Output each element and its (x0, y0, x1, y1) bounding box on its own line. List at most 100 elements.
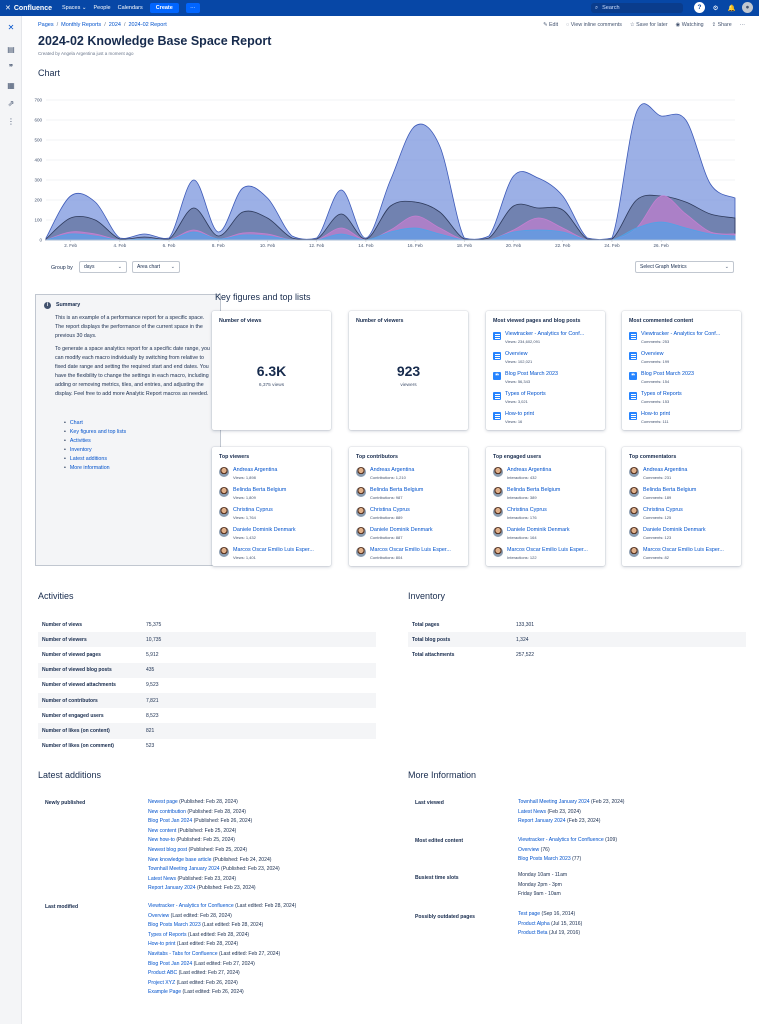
content-link[interactable]: Latest News (518, 808, 547, 815)
chart-type-select[interactable]: Area chart ⌄ (132, 261, 180, 273)
list-item-title[interactable]: How-to print (505, 411, 535, 417)
list-item-title[interactable]: Viewtracker - Analytics for Conf... (505, 331, 585, 337)
confluence-space-icon[interactable]: ✕ (7, 22, 15, 32)
list-item[interactable]: Types of Reports Views: 3,021 (493, 391, 598, 407)
list-item[interactable]: Belinda Berta Belgium Views: 1,809 (219, 487, 324, 503)
nav-people[interactable]: People (93, 5, 111, 11)
content-link[interactable]: Product ABC (148, 970, 178, 977)
nav-spaces[interactable]: Spaces ⌄ (62, 5, 87, 11)
list-item[interactable]: Christina Cyprus Comments: 125 (629, 507, 734, 523)
content-link[interactable]: Townhall Meeting January 2024 (148, 866, 220, 873)
more-button[interactable]: ··· (185, 3, 200, 13)
list-item-title[interactable]: Andreas Argentina (233, 467, 278, 473)
avatar[interactable]: ● (742, 2, 753, 13)
help-icon[interactable]: ? (694, 2, 705, 13)
list-item[interactable]: Andreas Argentina Interactions: 432 (493, 467, 598, 483)
list-item[interactable]: Marcos Oscar Emilio Luis Esper... Contrib… (356, 547, 461, 563)
list-item-title[interactable]: How-to print (641, 411, 671, 417)
toc-link-activities[interactable]: Activities (69, 438, 91, 444)
list-item[interactable]: Daniele Dominik Denmark Views: 1,432 (219, 527, 324, 543)
list-item-title[interactable]: Marcos Oscar Emilio Luis Esper... (643, 547, 724, 553)
list-item-title[interactable]: Marcos Oscar Emilio Luis Esper... (507, 547, 588, 553)
search-input[interactable]: ⌕ Search (591, 3, 683, 13)
blog-icon[interactable]: ❞ (8, 62, 14, 72)
content-link[interactable]: New content (148, 827, 177, 834)
list-item-title[interactable]: Daniele Dominik Denmark (507, 527, 570, 533)
list-item-title[interactable]: Belinda Berta Belgium (370, 487, 424, 493)
content-link[interactable]: Product Alpha (518, 920, 550, 927)
confluence-logo[interactable]: ✕ Confluence (5, 4, 52, 13)
toc-link-chart[interactable]: Chart (69, 420, 83, 426)
list-item-title[interactable]: Christina Cyprus (643, 507, 683, 513)
content-link[interactable]: Project XYZ (148, 979, 176, 986)
list-item[interactable]: Overview Views: 102,021 (493, 351, 598, 367)
list-item[interactable]: Christina Cyprus Views: 1,764 (219, 507, 324, 523)
external-link-icon[interactable]: ⇗ (7, 98, 15, 108)
notification-icon[interactable]: 🔔 (727, 4, 736, 12)
content-link[interactable]: How-to print (148, 941, 176, 948)
list-item-title[interactable]: Christina Cyprus (507, 507, 547, 513)
content-link[interactable]: Blog Posts March 2023 (148, 922, 201, 929)
content-link[interactable]: Report January 2024 (518, 818, 566, 825)
list-item-title[interactable]: Christina Cyprus (233, 507, 273, 513)
content-link[interactable]: Product Beta (518, 930, 548, 937)
list-item-title[interactable]: Marcos Oscar Emilio Luis Esper... (370, 547, 451, 553)
create-button[interactable]: Create (149, 3, 179, 13)
content-link[interactable]: Latest News (148, 875, 177, 882)
breadcrumb-pages[interactable]: Pages (38, 22, 54, 28)
list-item-title[interactable]: Andreas Argentina (370, 467, 415, 473)
list-item-title[interactable]: Types of Reports (641, 391, 682, 397)
view-inline-comments-button[interactable]: ◌ View inline comments (566, 22, 622, 28)
breadcrumb-2024-02-report[interactable]: 2024-02 Report (128, 22, 167, 28)
pages-icon[interactable]: ▤ (7, 44, 15, 54)
list-item[interactable]: Belinda Berta Belgium Interactions: 389 (493, 487, 598, 503)
list-item[interactable]: Daniele Dominik Denmark Interactions: 164 (493, 527, 598, 543)
save-for-later-button[interactable]: ☆ Save for later (629, 22, 668, 28)
gear-icon[interactable]: ⚙ (712, 4, 719, 12)
list-item[interactable]: Andreas Argentina Comments: 231 (629, 467, 734, 483)
list-item[interactable]: Types of Reports Comments: 153 (629, 391, 734, 407)
content-link[interactable]: Viewtracker - Analytics for Confluence (518, 837, 604, 843)
list-item[interactable]: Andreas Argentina Views: 1,898 (219, 467, 324, 483)
list-item[interactable]: ❝ Blog Post March 2023 Comments: 154 (629, 371, 734, 387)
content-link[interactable]: Blog Post Jan 2024 (148, 818, 193, 825)
list-item-title[interactable]: Andreas Argentina (643, 467, 688, 473)
content-link[interactable]: New how-to (148, 837, 175, 844)
list-item[interactable]: Overview Comments: 199 (629, 351, 734, 367)
content-link[interactable]: New contribution (148, 808, 186, 815)
content-link[interactable]: Types of Reports (148, 931, 187, 938)
content-link[interactable]: Townhall Meeting January 2024 (518, 799, 590, 805)
list-item-title[interactable]: Overview (641, 351, 664, 357)
content-link[interactable]: Navitabs - Tabs for Confluence (148, 950, 218, 957)
content-link[interactable]: Blog Post Jan 2024 (148, 960, 193, 967)
edit-button[interactable]: ✎ Edit (543, 22, 559, 28)
content-link[interactable]: Test page (518, 911, 541, 917)
list-item-title[interactable]: Blog Post March 2023 (505, 371, 559, 377)
list-item[interactable]: Christina Cyprus Contributions: 889 (356, 507, 461, 523)
breadcrumb-2024[interactable]: 2024 (108, 22, 121, 28)
list-item-title[interactable]: Andreas Argentina (507, 467, 552, 473)
list-item[interactable]: How-to print Views: 16 (493, 411, 598, 427)
toc-link-latest-additions[interactable]: Latest additions (69, 456, 107, 462)
more-actions-button[interactable]: ··· (739, 22, 745, 28)
graph-metrics-select[interactable]: Select Graph Metrics ⌄ (635, 261, 734, 273)
list-item[interactable]: Marcos Oscar Emilio Luis Esper... Comment… (629, 547, 734, 563)
content-link[interactable]: Viewtracker - Analytics for Confluence (148, 903, 234, 909)
list-item-title[interactable]: Types of Reports (505, 391, 546, 397)
list-item-title[interactable]: Marcos Oscar Emilio Luis Esper... (233, 547, 314, 553)
list-item[interactable]: Belinda Berta Belgium Comments: 189 (629, 487, 734, 503)
list-item[interactable]: Daniele Dominik Denmark Comments: 123 (629, 527, 734, 543)
content-link[interactable]: Example Page (148, 989, 182, 996)
list-item-title[interactable]: Belinda Berta Belgium (643, 487, 697, 493)
list-item-title[interactable]: Belinda Berta Belgium (233, 487, 287, 493)
list-item-title[interactable]: Viewtracker - Analytics for Conf... (641, 331, 721, 337)
list-item[interactable]: Viewtracker - Analytics for Conf... Comme… (629, 331, 734, 347)
content-link[interactable]: New knowledge base article (148, 856, 212, 863)
list-item[interactable]: Belinda Berta Belgium Contributions: 987 (356, 487, 461, 503)
list-item[interactable]: Daniele Dominik Denmark Contributions: 88… (356, 527, 461, 543)
list-item-title[interactable]: Christina Cyprus (370, 507, 410, 513)
watching-button[interactable]: ◉ Watching (675, 22, 704, 28)
content-link[interactable]: Overview (148, 912, 170, 919)
list-item-title[interactable]: Daniele Dominik Denmark (233, 527, 296, 533)
calendar-icon[interactable]: ▦ (7, 80, 15, 90)
